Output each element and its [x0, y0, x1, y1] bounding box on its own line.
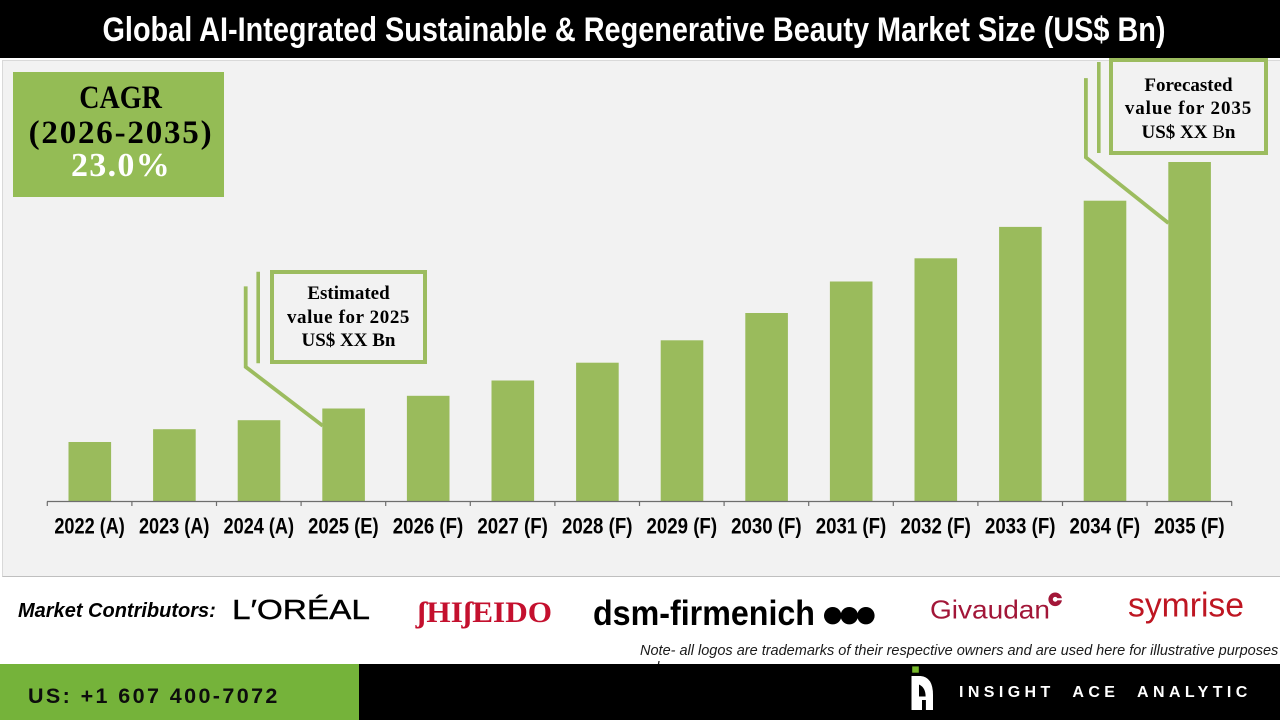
svg-text:L′ORÉAL: L′ORÉAL — [232, 594, 370, 625]
svg-text:2032 (F): 2032 (F) — [900, 514, 971, 539]
svg-text:Givaudan: Givaudan — [930, 595, 1050, 625]
svg-text:2028 (F): 2028 (F) — [562, 514, 633, 539]
svg-text:2034 (F): 2034 (F) — [1070, 514, 1141, 539]
svg-text:2024 (A): 2024 (A) — [224, 514, 295, 539]
svg-text:2023 (A): 2023 (A) — [139, 514, 210, 539]
svg-text:ʃHIʃEIDO: ʃHIʃEIDO — [415, 596, 552, 629]
svg-text:2025 (E): 2025 (E) — [308, 514, 379, 539]
svg-text:2030 (F): 2030 (F) — [731, 514, 802, 539]
svg-text:dsm-firmenich: dsm-firmenich — [593, 593, 815, 633]
svg-text:2029 (F): 2029 (F) — [647, 514, 718, 539]
svg-text:Global AI-Integrated Sustainab: Global AI-Integrated Sustainable & Regen… — [103, 11, 1166, 49]
svg-text:2027 (F): 2027 (F) — [477, 514, 548, 539]
svg-text:2035 (F): 2035 (F) — [1154, 514, 1225, 539]
svg-text:2022 (A): 2022 (A) — [54, 514, 125, 539]
svg-text:2033 (F): 2033 (F) — [985, 514, 1056, 539]
svg-text:2031 (F): 2031 (F) — [816, 514, 887, 539]
svg-text:2026 (F): 2026 (F) — [393, 514, 464, 539]
svg-text:symrise: symrise — [1128, 587, 1244, 625]
